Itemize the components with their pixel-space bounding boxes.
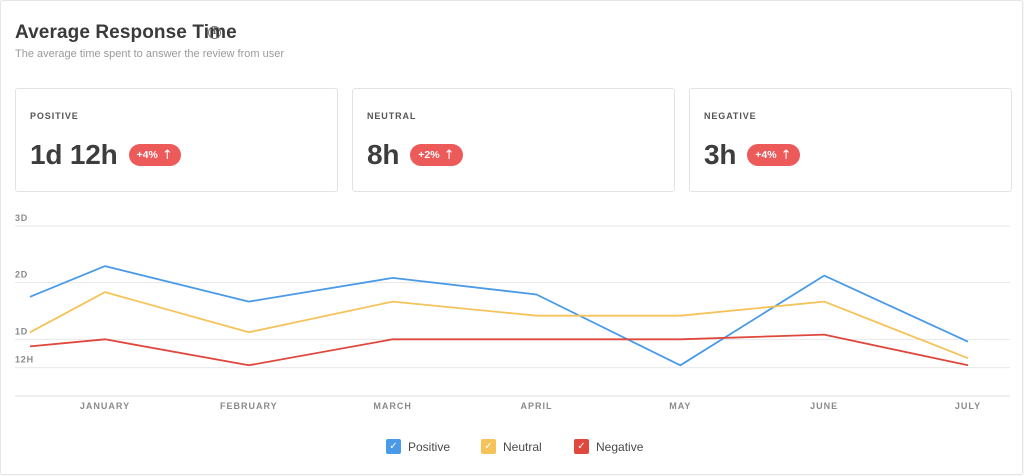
legend-label: Positive [408,439,451,454]
status-badge: +4% ↑ [747,144,800,166]
stat-value: 8h [367,139,400,170]
series-line-positive [29,265,969,367]
stat-card-positive: POSITIVE 1d 12h +4% ↑ [15,88,338,192]
status-badge: +2% ↑ [410,144,463,166]
page-title: Average Response Time [15,22,237,43]
x-tick-label: MARCH [373,401,412,411]
chart-legend: ✓ Positive ✓ Neutral ✓ Negative [1,439,1024,459]
x-tick-label: JULY [955,401,981,411]
x-tick-label: APRIL [521,401,553,411]
x-tick-label: JUNE [810,401,838,411]
arrow-up-icon: ↑ [780,147,792,163]
badge-text: +4% [136,149,158,161]
checkbox-icon[interactable]: ✓ [386,439,401,454]
page-subtitle: The average time spent to answer the rev… [15,48,285,60]
checkbox-icon[interactable]: ✓ [574,439,589,454]
y-tick-label: 1D [15,326,28,336]
arrow-up-icon: ↑ [443,147,455,163]
legend-label: Negative [596,439,644,454]
badge-text: +2% [418,149,440,161]
arrow-up-icon: ↑ [161,147,173,163]
stat-label: NEGATIVE [704,111,757,121]
badge-text: +4% [755,149,777,161]
y-tick-label: 3D [15,213,28,223]
stat-label: NEUTRAL [367,111,417,121]
stat-card-negative: NEGATIVE 3h +4% ↑ [689,88,1012,192]
line-chart: 3D 2D 1D 12H JANUARY FEBRUARY MARCH APRIL MAY JUN… [15,213,1010,411]
stat-value: 3h [704,139,737,170]
status-badge: +4% ↑ [128,144,181,166]
x-tick-label: FEBRUARY [220,401,278,411]
stat-value: 1d 12h [30,139,118,170]
series-line-negative [29,333,969,367]
checkbox-icon[interactable]: ✓ [481,439,496,454]
legend-label: Neutral [503,439,542,454]
info-icon[interactable]: i [208,26,221,39]
legend-item-negative[interactable]: ✓ Negative [574,439,643,454]
y-tick-label: 2D [15,270,28,280]
y-tick-label: 12H [15,355,34,365]
legend-item-neutral[interactable]: ✓ Neutral [481,439,542,454]
stat-label: POSITIVE [30,111,79,121]
legend-item-positive[interactable]: ✓ Positive [386,439,450,454]
x-tick-label: JANUARY [80,401,130,411]
x-tick-label: MAY [669,401,691,411]
stat-card-neutral: NEUTRAL 8h +2% ↑ [352,88,675,192]
series-line-neutral [29,291,969,360]
